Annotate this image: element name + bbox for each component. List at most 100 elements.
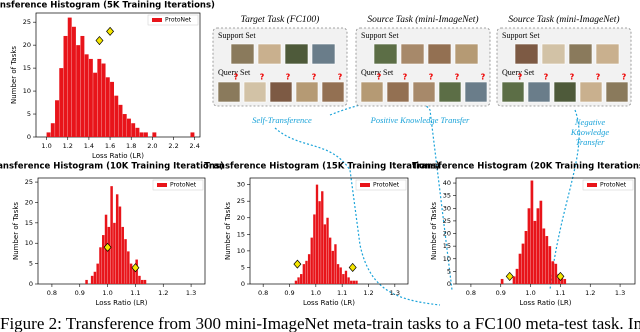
bar (524, 231, 528, 284)
bar (521, 243, 525, 284)
query-mark: ? (481, 73, 486, 82)
image (568, 43, 593, 65)
x-tick-label: 0.8 (258, 289, 268, 297)
bar (297, 277, 300, 284)
bar (305, 260, 308, 284)
bar (315, 184, 319, 284)
bar (313, 214, 316, 284)
bar (527, 208, 531, 284)
bar (110, 186, 113, 284)
bar (336, 264, 340, 284)
bar (113, 222, 116, 284)
bar (126, 118, 131, 137)
arrow (549, 109, 580, 291)
bar (347, 277, 350, 284)
bar (515, 268, 519, 284)
arrow-label: Knowledge (570, 127, 609, 137)
query-label: Query Set (361, 68, 394, 77)
panel-title: Source Task (mini-ImageNet) (367, 14, 478, 25)
panel-title: Source Task (mini-ImageNet) (508, 14, 619, 25)
bar (323, 224, 327, 284)
x-tick-label: 2.0 (147, 142, 157, 150)
y-tick-label: 20 (23, 41, 31, 49)
bar (339, 267, 342, 284)
panel-title: Target Task (FC100) (241, 14, 320, 25)
bar (334, 244, 337, 284)
y-tick-label: 5 (29, 260, 33, 268)
y-tick-label: 5 (27, 110, 31, 118)
bar (129, 263, 133, 284)
x-tick-label: 2.4 (190, 142, 200, 150)
bar (97, 58, 102, 137)
legend-swatch (152, 18, 162, 22)
marker (103, 242, 112, 252)
x-tick-label: 1.4 (84, 142, 94, 150)
x-tick-label: 1.2 (363, 289, 373, 297)
bar (99, 247, 102, 284)
image (438, 81, 462, 103)
image (400, 43, 425, 65)
bar (105, 77, 110, 137)
marker (556, 271, 565, 281)
bar (55, 100, 59, 137)
bar (114, 95, 119, 137)
image (412, 81, 436, 103)
x-tick-label: 1.2 (158, 289, 168, 297)
arrow-label: Transfer (576, 137, 606, 147)
bar (76, 45, 81, 137)
bar (331, 250, 334, 284)
bar (548, 246, 552, 284)
bar (46, 132, 51, 137)
legend-box (582, 179, 634, 191)
bar (300, 274, 303, 284)
bar (118, 104, 123, 137)
legend-label: ProtoNet (373, 182, 400, 189)
query-mark: ? (260, 73, 265, 82)
bar (71, 26, 76, 137)
bar (107, 226, 111, 284)
image (454, 43, 479, 65)
x-axis-label: Loss Ratio (LR) (519, 299, 571, 307)
x-tick-label: 1.1 (555, 289, 565, 297)
query-mark: ? (596, 73, 601, 82)
y-tick-label: 10 (25, 239, 33, 247)
legend-label: ProtoNet (170, 182, 197, 189)
bar (131, 123, 136, 137)
bar (80, 35, 85, 137)
query-mark: ? (429, 73, 434, 82)
bar (88, 58, 93, 137)
y-tick-label: 25 (25, 178, 33, 186)
image (284, 43, 309, 65)
bar (518, 253, 522, 284)
bar (102, 235, 105, 284)
image (295, 81, 319, 103)
y-tick-label: 20 (443, 230, 451, 238)
caption: Figure 2: Transference from 300 mini-Ima… (0, 314, 640, 332)
y-axis-label: Number of Tasks (224, 202, 232, 260)
marker (505, 271, 514, 281)
bar (132, 267, 136, 284)
query-mark: ? (338, 73, 343, 82)
marker (348, 262, 357, 272)
bar (321, 191, 324, 284)
image (321, 81, 345, 103)
chart-title: Transference Histogram (5K Training Iter… (0, 1, 215, 11)
bar (551, 261, 555, 284)
query-label: Query Set (502, 68, 535, 77)
bar (152, 132, 157, 137)
bar (121, 226, 124, 284)
y-tick-label: 40 (443, 179, 451, 187)
bar (135, 259, 138, 284)
bar (140, 279, 144, 284)
y-tick-label: 20 (25, 198, 33, 206)
image (373, 43, 398, 65)
image (605, 81, 629, 103)
y-tick-label: 0 (447, 280, 451, 288)
arrow-label: Positive Knowledge Transfer (370, 115, 470, 125)
bar (124, 239, 127, 284)
bar (63, 35, 68, 137)
bar (96, 263, 99, 284)
y-tick-label: 25 (237, 197, 245, 205)
x-tick-label: 0.9 (75, 289, 85, 297)
